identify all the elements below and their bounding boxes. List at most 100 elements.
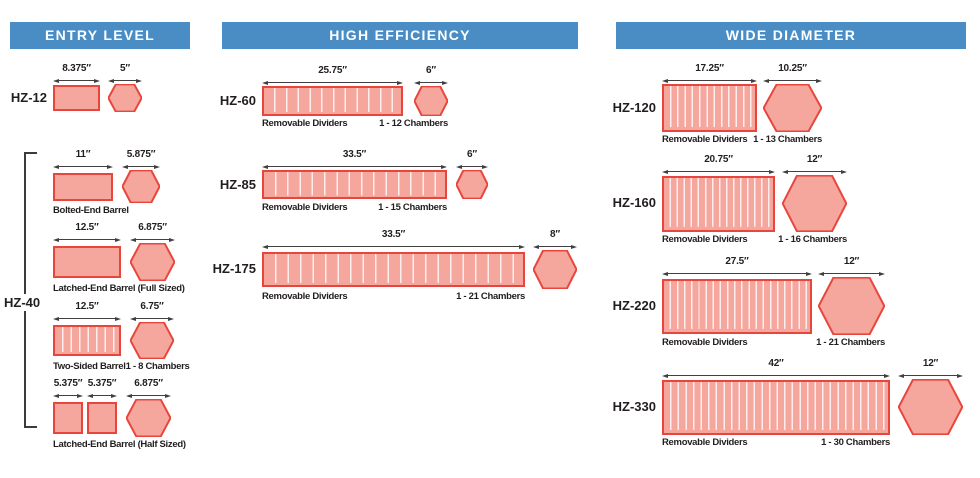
hexagon-shape: [533, 250, 577, 289]
hexagon-shape: [122, 170, 160, 203]
caption-barrel-type: Latched-End Barrel (Half Sized): [53, 439, 186, 450]
dimension-arrow: [262, 163, 447, 170]
product-hz-40-bolted-end: 11″ 5.875″ Bolted-End Barrel: [53, 150, 160, 216]
dimension-arrow: [782, 168, 847, 175]
product-hz-85: HZ-85 33.5″ 6″ Removable Dividers 1 - 15…: [220, 150, 488, 213]
barrel-length-label: 27.5″: [725, 256, 749, 267]
product-hz-40-latched-half: 5.375″ 5.375″ 6.875″ Latched-End Barrel …: [53, 378, 186, 450]
caption-barrel-type: Latched-End Barrel (Full Sized): [53, 283, 185, 294]
barrel-length-label: 12.5″: [75, 222, 99, 233]
barrel-length-label: 11″: [75, 149, 91, 160]
dimension-arrow: [662, 372, 890, 379]
hex-width-label: 6.75″: [140, 301, 164, 312]
caption-chambers: 1 - 16 Chambers: [778, 234, 847, 245]
product-id: HZ-85: [219, 177, 256, 192]
hex-width-label: 12″: [843, 256, 860, 267]
product-hz-330: HZ-330 42″ 12″ Removable Dividers 1 - 30…: [613, 359, 963, 448]
product-id: HZ-220: [612, 298, 656, 313]
product-hz-60: HZ-60 25.75″ 6″ Removable Dividers 1 - 1…: [220, 66, 448, 130]
hex-width-label: 8″: [550, 229, 560, 240]
barrel-shape: [87, 402, 117, 434]
product-id: HZ-330: [612, 399, 656, 414]
caption-chambers: 1 - 13 Chambers: [753, 134, 822, 145]
barrel-shape: [53, 85, 100, 111]
caption-chambers: 1 - 15 Chambers: [378, 202, 447, 213]
product-hz-40-latched-full: 12.5″ 6.875″ Latched-End Barrel (Full Si…: [53, 223, 185, 294]
caption-barrel-type: Bolted-End Barrel: [53, 205, 129, 216]
dimension-arrow: [262, 79, 403, 86]
dimension-arrow: [108, 77, 142, 84]
dimension-arrow: [130, 315, 174, 322]
dimension-arrow: [130, 236, 175, 243]
dimension-arrow: [126, 392, 171, 399]
barrel-shape: [662, 84, 757, 132]
dimension-arrow: [122, 163, 160, 170]
column-header-entry-level: ENTRY LEVEL: [10, 22, 190, 49]
product-id: HZ-120: [612, 100, 656, 115]
hex-width-label: 6.875″: [138, 222, 167, 233]
dimension-arrow: [763, 77, 822, 84]
barrel-length-label: 20.75″: [704, 154, 733, 165]
hex-width-label: 6″: [467, 149, 477, 160]
product-id: HZ-160: [612, 195, 656, 210]
hex-width-label: 6″: [426, 65, 436, 76]
dimension-arrow: [53, 236, 121, 243]
dimension-arrow: [53, 315, 121, 322]
hexagon-shape: [126, 399, 171, 437]
barrel-length-label: 25.75″: [318, 65, 347, 76]
product-id: HZ-175: [212, 261, 256, 276]
dimension-arrow: [662, 168, 775, 175]
dimension-arrow: [662, 270, 812, 277]
barrel-length-label: 17.25″: [695, 63, 724, 74]
caption-chambers: 1 - 21 Chambers: [456, 291, 525, 302]
barrel-shape: [262, 170, 447, 199]
barrel-length-label: 5.375″: [87, 378, 117, 389]
caption-removable-dividers: Removable Dividers: [262, 202, 348, 213]
barrel-shape: [53, 172, 113, 201]
barrel-length-label: 33.5″: [342, 149, 367, 160]
caption-removable-dividers: Removable Dividers: [662, 437, 748, 448]
dimension-arrow: [898, 372, 963, 379]
dimension-arrow: [414, 79, 448, 86]
product-hz-120: HZ-120 17.25″ 10.25″ Removable Dividers …: [613, 64, 823, 146]
hex-width-label: 12″: [922, 358, 939, 369]
hex-width-label: 10.25″: [778, 63, 807, 74]
hexagon-shape: [130, 322, 174, 359]
product-id: HZ-60: [219, 93, 256, 108]
barrel-length-label: 8.375″: [62, 63, 91, 74]
dimension-arrow: [53, 77, 100, 84]
hexagon-shape: [818, 277, 885, 335]
product-hz-12: HZ-12 8.375″ 5″: [11, 64, 142, 112]
barrel-length-label: 12.5″: [75, 301, 99, 312]
hexagon-shape: [130, 243, 175, 281]
hex-width-label: 5″: [120, 63, 130, 74]
barrel-length-label: 33.5″: [381, 229, 406, 240]
hex-width-label: 6.875″: [134, 378, 163, 389]
product-hz-40-two-sided: 12.5″ 6.75″ Two-Sided Barrel 1 - 8 Chamb…: [53, 302, 190, 372]
product-id: HZ-12: [10, 90, 47, 105]
caption-chambers: 1 - 12 Chambers: [379, 118, 448, 129]
dimension-arrow: [662, 77, 757, 84]
barrel-shape: [262, 86, 403, 116]
barrel-shape: [662, 379, 890, 435]
barrel-shape: [662, 175, 775, 232]
hexagon-shape: [898, 379, 963, 435]
product-hz-160: HZ-160 20.75″ 12″ Removable Dividers 1 -…: [613, 155, 848, 246]
hexagon-shape: [782, 175, 847, 232]
caption-removable-dividers: Removable Dividers: [262, 291, 348, 302]
hexagon-shape: [414, 86, 448, 116]
barrel-length-label: 5.375″: [53, 378, 83, 389]
caption-chambers: 1 - 8 Chambers: [125, 361, 190, 372]
caption-removable-dividers: Removable Dividers: [262, 118, 348, 129]
hz-40-bracket: [24, 152, 37, 428]
barrel-length-label: 42″: [768, 358, 784, 369]
hex-width-label: 5.875″: [126, 149, 156, 160]
column-header-high-efficiency: HIGH EFFICIENCY: [222, 22, 578, 49]
product-hz-175: HZ-175 33.5″ 8″ Removable Dividers 1 - 2…: [213, 230, 577, 302]
dimension-arrow: [53, 163, 113, 170]
product-id-hz-40: HZ-40: [4, 294, 44, 311]
caption-chambers: 1 - 30 Chambers: [821, 437, 890, 448]
hexagon-shape: [108, 84, 142, 112]
barrel-shape: [53, 246, 121, 278]
